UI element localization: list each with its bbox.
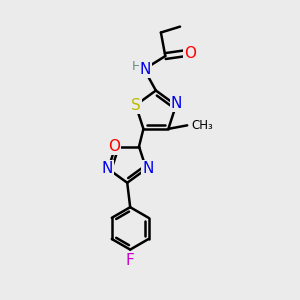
Text: H: H <box>132 61 141 74</box>
Text: N: N <box>142 161 153 176</box>
Text: O: O <box>184 46 196 61</box>
Text: S: S <box>131 98 141 113</box>
Text: N: N <box>171 96 182 111</box>
Text: N: N <box>101 161 112 176</box>
Text: N: N <box>140 62 151 77</box>
Text: F: F <box>126 253 135 268</box>
Text: CH₃: CH₃ <box>191 119 213 132</box>
Text: O: O <box>108 139 120 154</box>
